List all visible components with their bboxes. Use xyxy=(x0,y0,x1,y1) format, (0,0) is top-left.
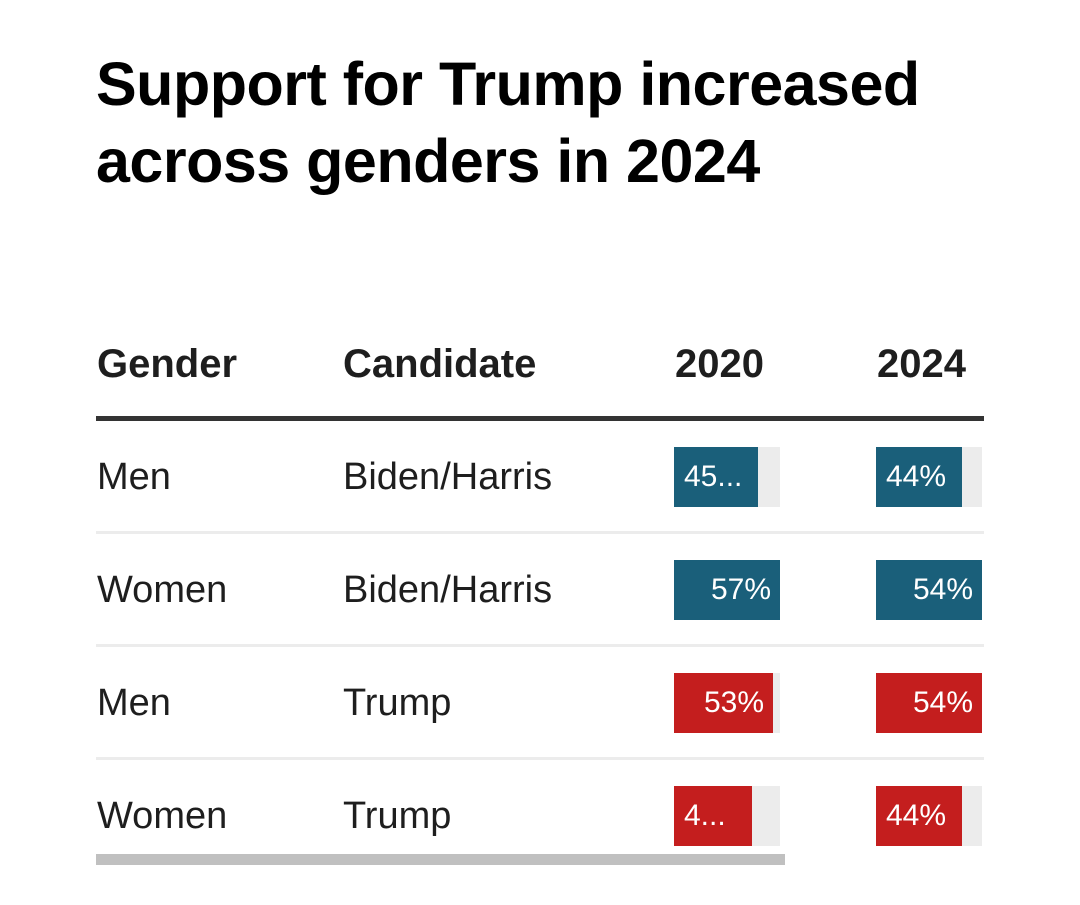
bar-2024: 54% xyxy=(876,673,982,733)
bar-value-label: 4... xyxy=(684,799,726,832)
bar-value-label: 57% xyxy=(710,573,771,606)
table-row: Women Biden/Harris 57% 54% xyxy=(96,534,984,647)
table-row: Women Trump 4... 44% xyxy=(96,760,984,870)
cell-gender: Women xyxy=(97,795,228,837)
bar-2024: 54% xyxy=(876,560,982,620)
bar-2024: 44% xyxy=(876,786,962,846)
header-gender[interactable]: Gender xyxy=(97,342,238,386)
horizontal-scrollbar[interactable] xyxy=(96,854,984,865)
bar-value-label: 44% xyxy=(886,799,947,832)
table-row: Men Biden/Harris 45... 44% xyxy=(96,421,984,534)
table-header: Gender Candidate 2020 2024 xyxy=(96,330,984,421)
cell-gender: Men xyxy=(97,682,171,724)
scrollbar-thumb[interactable] xyxy=(96,854,785,865)
bar-track-2020: 53% xyxy=(674,673,780,733)
bar-track-2024: 54% xyxy=(876,560,982,620)
table-row: Men Trump 53% 54% xyxy=(96,647,984,760)
bar-value-label: 53% xyxy=(703,686,764,719)
cell-candidate: Biden/Harris xyxy=(343,456,553,498)
bar-2020: 53% xyxy=(674,673,773,733)
cell-gender: Women xyxy=(97,569,228,611)
header-2020[interactable]: 2020 xyxy=(675,342,764,386)
bar-2024: 44% xyxy=(876,447,962,507)
chart-title: Support for Trump increased across gende… xyxy=(96,50,920,195)
bar-track-2024: 44% xyxy=(876,786,982,846)
bar-2020: 45... xyxy=(674,447,758,507)
data-table: Gender Candidate 2020 2024 Men Biden/Harr… xyxy=(96,330,984,870)
bar-track-2024: 54% xyxy=(876,673,982,733)
bar-value-label: 45... xyxy=(684,460,743,493)
bar-2020: 57% xyxy=(674,560,780,620)
bar-value-label: 54% xyxy=(912,573,973,606)
bar-track-2024: 44% xyxy=(876,447,982,507)
cell-candidate: Trump xyxy=(343,682,452,724)
table-body: Men Biden/Harris 45... 44% Women Biden/Harris… xyxy=(96,421,984,870)
bar-track-2020: 45... xyxy=(674,447,780,507)
cell-candidate: Biden/Harris xyxy=(343,569,553,611)
bar-value-label: 54% xyxy=(912,686,973,719)
bar-value-label: 44% xyxy=(886,460,947,493)
cell-candidate: Trump xyxy=(343,795,452,837)
bar-track-2020: 4... xyxy=(674,786,780,846)
cell-gender: Men xyxy=(97,456,171,498)
bar-track-2020: 57% xyxy=(674,560,780,620)
header-2024[interactable]: 2024 xyxy=(877,342,966,386)
header-candidate[interactable]: Candidate xyxy=(343,342,537,386)
bar-2020: 4... xyxy=(674,786,752,846)
